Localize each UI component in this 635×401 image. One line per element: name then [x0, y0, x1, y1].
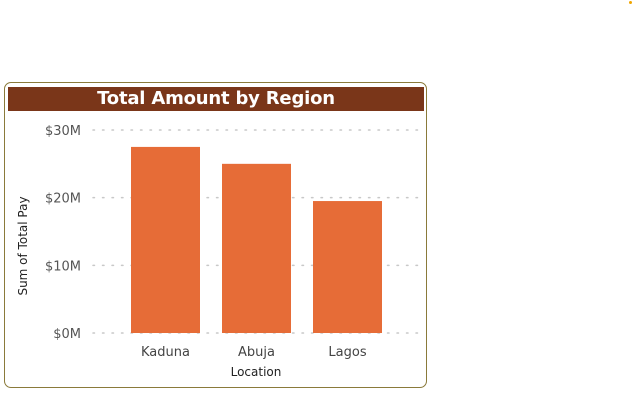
x-axis-ticks: Kaduna Abuja Lagos [141, 345, 367, 360]
bar-lagos[interactable] [313, 201, 382, 333]
bar-kaduna[interactable] [131, 146, 200, 333]
y-tick-label: $30M [45, 124, 81, 139]
x-tick-label: Lagos [328, 345, 366, 360]
chart-title: Total Amount by Region [8, 87, 424, 111]
y-tick-label: $0M [53, 327, 81, 342]
x-tick-label: Kaduna [141, 345, 190, 360]
bars [131, 146, 382, 333]
y-tick-label: $20M [45, 192, 81, 207]
bar-abuja[interactable] [222, 163, 291, 333]
x-axis-title: Location [231, 365, 282, 379]
y-tick-label: $10M [45, 259, 81, 274]
chart-plot: $0M $10M $20M $30M Kaduna Abuja Lagos Sum of … [16, 124, 422, 379]
bar-chart-visual[interactable]: Total Amount by Region $0M $10M $20M $30M K… [4, 82, 427, 388]
x-tick-label: Abuja [238, 345, 275, 360]
indicator-dot [629, 1, 632, 4]
y-axis-ticks: $0M $10M $20M $30M [45, 124, 81, 342]
y-axis-title: Sum of Total Pay [16, 196, 30, 295]
